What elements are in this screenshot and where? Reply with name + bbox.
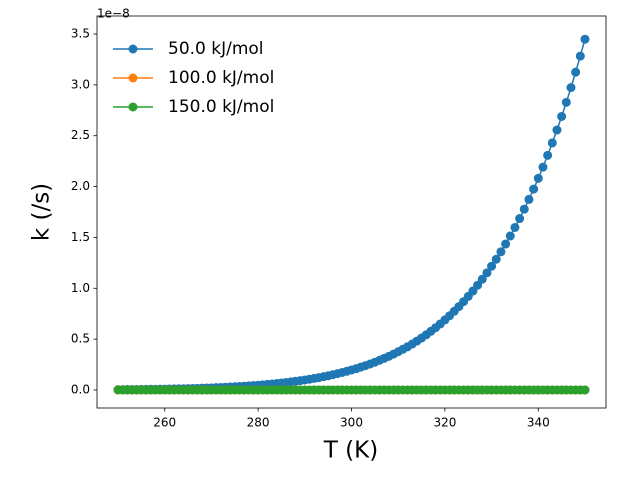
x-axis-label: T (K)	[323, 438, 378, 464]
series-marker	[524, 194, 534, 204]
y-tick-label: 3.0	[71, 77, 90, 91]
legend-marker	[128, 44, 138, 54]
plot-frame	[96, 15, 607, 409]
x-tick-label: 260	[153, 416, 176, 430]
y-offset-label: 1e−8	[97, 7, 130, 21]
y-tick-label: 2.0	[71, 179, 90, 193]
series-marker	[580, 34, 590, 44]
series-marker	[491, 254, 501, 264]
y-tick-label: 1.0	[71, 281, 90, 295]
legend-marker	[128, 102, 138, 112]
series-marker	[566, 83, 576, 93]
series-line	[118, 38, 586, 391]
y-tick-label: 1.5	[71, 230, 90, 244]
series-marker	[496, 247, 506, 257]
legend-marker	[128, 73, 138, 83]
series-marker	[487, 261, 497, 271]
y-tick-label: 0.5	[71, 332, 90, 346]
legend-label: 100.0 kJ/mol	[168, 68, 274, 88]
y-tick-label: 0.0	[71, 382, 90, 396]
series-marker	[571, 67, 581, 77]
series-marker	[505, 231, 515, 241]
series-marker	[519, 204, 529, 214]
series-marker	[501, 239, 511, 249]
x-tick-label: 280	[247, 416, 270, 430]
y-tick-label: 3.5	[71, 27, 90, 41]
legend-label: 150.0 kJ/mol	[168, 97, 274, 117]
series-marker	[533, 173, 543, 183]
x-tick-label: 320	[433, 416, 456, 430]
x-tick-label: 340	[527, 416, 550, 430]
series-marker	[477, 274, 487, 284]
series-marker	[543, 150, 553, 160]
series-marker	[482, 268, 492, 278]
x-tick-label: 300	[340, 416, 363, 430]
legend-label: 50.0 kJ/mol	[168, 39, 264, 59]
series-marker	[575, 51, 585, 61]
y-tick-label: 2.5	[71, 128, 90, 142]
series-marker	[510, 222, 520, 232]
series-marker	[552, 125, 562, 135]
series-marker	[538, 162, 548, 172]
series-marker	[515, 214, 525, 224]
series-marker	[547, 138, 557, 148]
series-marker	[580, 385, 590, 395]
series-marker	[529, 184, 539, 194]
series-marker	[557, 111, 567, 121]
series-marker	[561, 97, 571, 107]
y-axis-label: k (/s)	[29, 183, 55, 241]
